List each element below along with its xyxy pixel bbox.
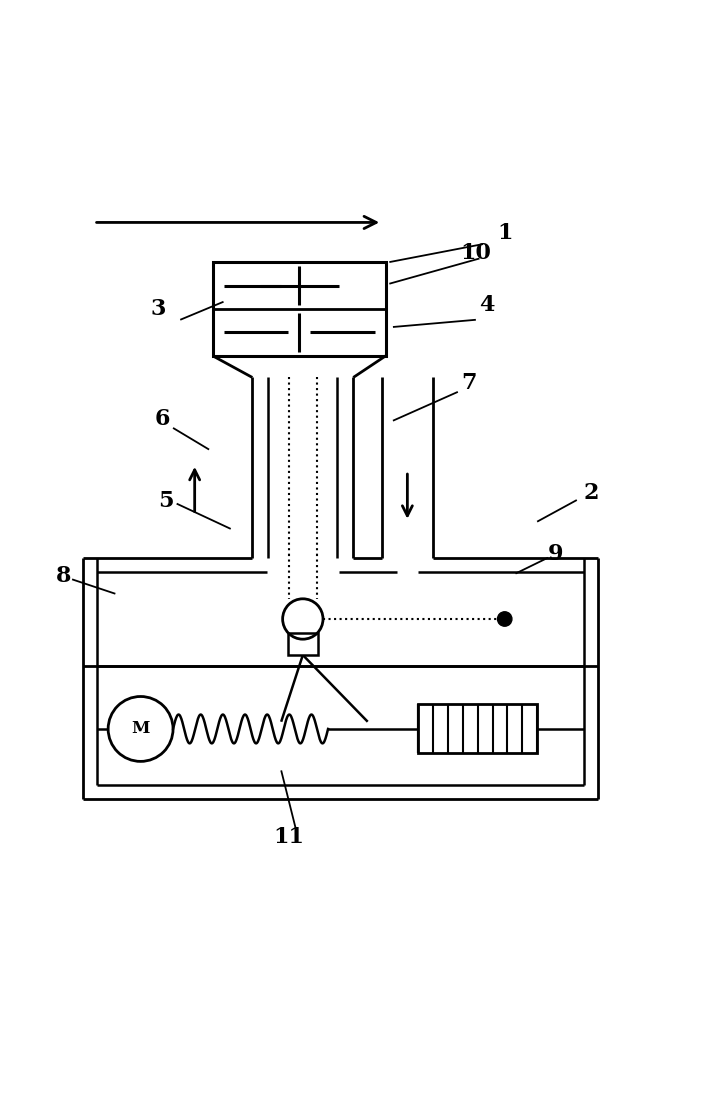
Text: 11: 11 bbox=[273, 827, 304, 849]
Text: 1: 1 bbox=[497, 222, 513, 244]
Text: 8: 8 bbox=[56, 565, 71, 587]
Circle shape bbox=[497, 612, 512, 626]
Text: 5: 5 bbox=[158, 490, 174, 512]
Bar bbox=[213, 262, 386, 356]
Bar bbox=[418, 705, 537, 753]
Text: 4: 4 bbox=[479, 294, 495, 316]
Text: 3: 3 bbox=[151, 298, 167, 320]
Circle shape bbox=[110, 699, 171, 760]
Text: 6: 6 bbox=[154, 407, 170, 429]
Text: 10: 10 bbox=[461, 242, 491, 264]
Text: M: M bbox=[131, 720, 150, 738]
Text: 7: 7 bbox=[461, 371, 477, 393]
Text: 9: 9 bbox=[547, 543, 563, 565]
Circle shape bbox=[285, 601, 321, 637]
Bar bbox=[288, 633, 318, 655]
Text: 2: 2 bbox=[583, 482, 599, 504]
